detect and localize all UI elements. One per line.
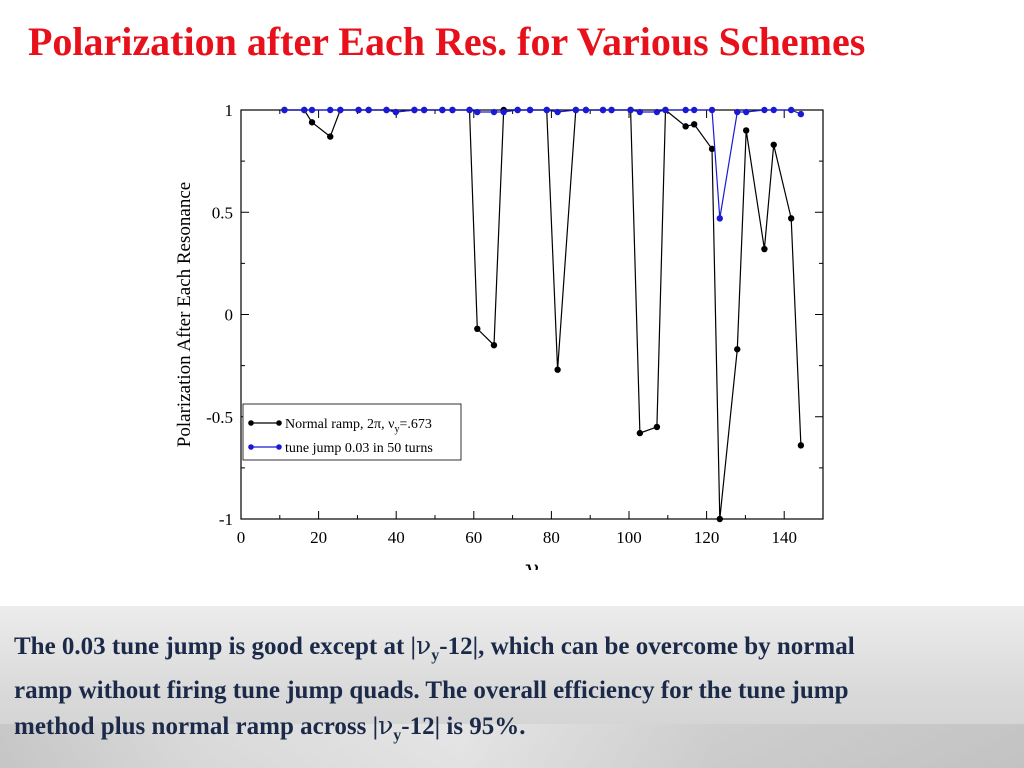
- data-point-series-1: [474, 325, 481, 333]
- y-tick-label: 0: [225, 306, 234, 325]
- data-point-series-2: [365, 106, 372, 114]
- data-point-series-2: [797, 110, 805, 118]
- y-axis-label: Polarization After Each Resonance: [174, 182, 195, 447]
- data-point-series-2: [337, 106, 344, 114]
- x-tick-label: 80: [543, 528, 560, 547]
- data-point-series-2: [761, 106, 768, 114]
- data-point-series-2: [572, 106, 580, 114]
- footer-panel: The 0.03 tune jump is good except at |νy…: [0, 606, 1024, 768]
- data-point-series-2: [420, 106, 428, 114]
- legend-label-1: Normal ramp, 2π, νy=.673: [285, 417, 432, 435]
- data-point-series-2: [599, 106, 607, 114]
- legend-marker-1: [248, 420, 254, 426]
- data-point-series-2: [653, 108, 661, 116]
- y-tick-label: 1: [225, 101, 234, 120]
- data-point-series-2: [355, 106, 362, 114]
- data-point-series-2: [770, 106, 777, 114]
- data-point-series-2: [662, 106, 669, 114]
- footer-line1-b: -12|, which can be overcome by normal: [439, 633, 855, 660]
- data-point-series-2: [627, 106, 634, 114]
- data-point-series-1: [716, 515, 723, 523]
- x-tick-label: 120: [694, 528, 720, 547]
- data-point-series-1: [636, 429, 644, 437]
- data-point-series-1: [708, 145, 716, 153]
- data-point-series-2: [301, 106, 308, 114]
- x-tick-label: 140: [771, 528, 797, 547]
- data-point-series-2: [281, 106, 288, 114]
- footer-text: The 0.03 tune jump is good except at |νy…: [14, 628, 1004, 753]
- legend-label-2: tune jump 0.03 in 50 turns: [285, 441, 433, 456]
- data-point-series-2: [449, 106, 456, 114]
- y-tick-label: -1: [219, 510, 233, 529]
- footer-line2: ramp without firing tune jump quads. The…: [14, 677, 849, 704]
- nu-subscript: y: [393, 727, 402, 744]
- data-point-series-2: [490, 108, 498, 116]
- data-point-series-2: [682, 106, 689, 114]
- nu-symbol: ν: [378, 711, 394, 740]
- data-point-series-1: [653, 423, 661, 431]
- data-point-series-1: [734, 346, 741, 353]
- data-point-series-2: [383, 106, 390, 114]
- x-tick-label: 60: [465, 528, 482, 547]
- data-point-series-1: [690, 121, 698, 128]
- data-point-series-2: [716, 215, 723, 222]
- data-point-series-2: [608, 106, 615, 114]
- series-line-2: [284, 109, 802, 219]
- slide-title: Polarization after Each Res. for Various…: [28, 19, 866, 64]
- nu-subscript: y: [431, 647, 440, 664]
- data-point-series-2: [554, 108, 561, 116]
- data-point-series-1: [490, 341, 498, 349]
- data-point-series-2: [474, 108, 481, 116]
- data-point-series-2: [734, 108, 741, 116]
- data-point-series-2: [582, 106, 590, 114]
- data-point-series-2: [514, 106, 521, 114]
- y-tick-label: -0.5: [206, 408, 233, 427]
- legend-marker-2: [276, 444, 282, 450]
- data-point-series-2: [543, 106, 550, 114]
- legend-box: [242, 403, 462, 461]
- data-point-series-1: [761, 245, 768, 253]
- data-point-series-1: [327, 133, 334, 140]
- y-tick-label: 0.5: [212, 203, 233, 222]
- polarization-chart: 0 20 40 60 80 100 120 140 -1 -0.5 0 0.5 1 γ Polarizati…: [174, 101, 824, 570]
- data-point-series-1: [742, 127, 750, 134]
- x-tick-label: 40: [388, 528, 405, 547]
- legend-marker-1: [276, 420, 282, 426]
- x-tick-label: 100: [616, 528, 642, 547]
- data-point-series-1: [797, 442, 805, 449]
- data-point-series-1: [770, 141, 777, 148]
- data-point-series-1: [682, 123, 689, 130]
- data-point-series-2: [327, 106, 334, 114]
- data-point-series-2: [526, 106, 534, 114]
- data-point-series-2: [636, 108, 644, 116]
- data-point-series-1: [308, 119, 316, 126]
- footer-line1-a: The 0.03 tune jump is good except at |: [14, 633, 417, 660]
- data-point-series-1: [554, 366, 561, 373]
- data-point-series-2: [708, 106, 716, 114]
- data-point-series-2: [439, 106, 446, 114]
- data-point-series-2: [787, 106, 795, 114]
- data-point-series-2: [411, 106, 418, 114]
- footer-decoration: [0, 724, 1024, 768]
- data-point-series-2: [742, 108, 750, 116]
- legend-marker-2: [248, 444, 254, 450]
- data-point-series-2: [466, 106, 473, 114]
- x-axis-label: γ: [525, 555, 539, 570]
- data-point-series-1: [787, 215, 795, 222]
- data-point-series-2: [690, 106, 698, 114]
- data-point-series-2: [308, 106, 316, 114]
- footer-line3-b: -12| is 95%.: [401, 713, 526, 740]
- x-tick-label: 20: [310, 528, 327, 547]
- x-tick-label: 0: [237, 528, 246, 547]
- nu-symbol: ν: [416, 631, 432, 660]
- data-point-series-2: [392, 108, 400, 116]
- footer-line3-a: method plus normal ramp across |: [14, 713, 379, 740]
- data-point-series-2: [500, 108, 507, 116]
